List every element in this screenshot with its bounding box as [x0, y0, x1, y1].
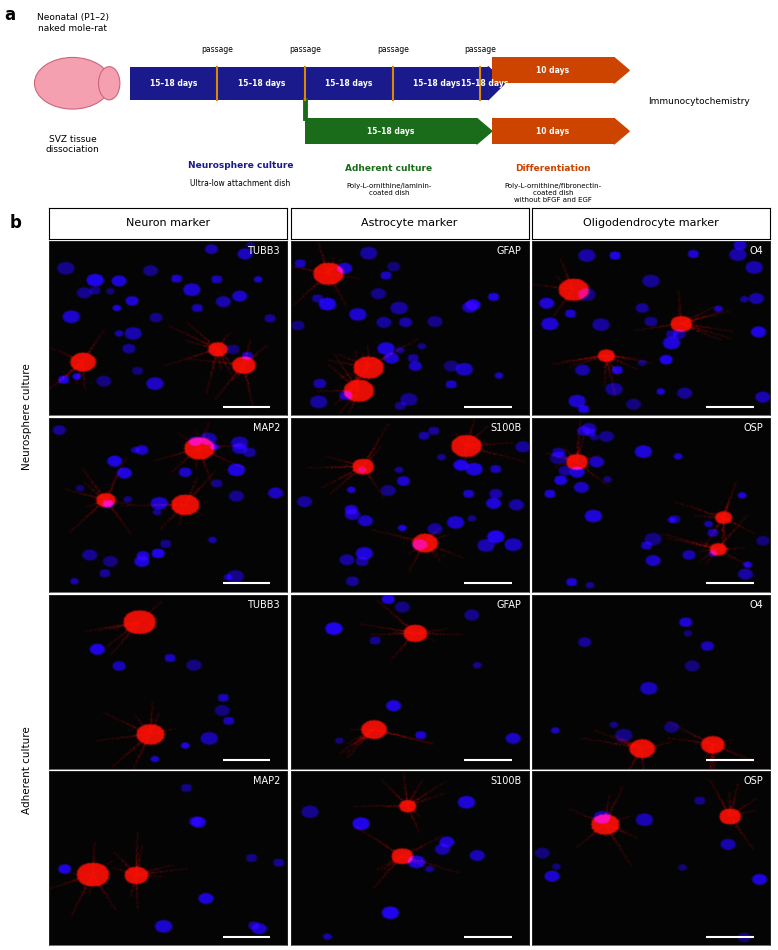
Text: Adherent culture: Adherent culture [345, 164, 433, 174]
Text: passage: passage [464, 45, 496, 54]
Text: Poly-L-ornithine/fibronectin-
coated dish
without bFGF and EGF: Poly-L-ornithine/fibronectin- coated dis… [504, 182, 601, 202]
Polygon shape [614, 119, 629, 144]
Text: b: b [9, 214, 22, 232]
Text: Neurosphere culture: Neurosphere culture [22, 363, 32, 470]
Text: S100B: S100B [490, 423, 521, 433]
Text: TUBB3: TUBB3 [247, 246, 280, 256]
Text: O4: O4 [749, 599, 763, 610]
Ellipse shape [34, 57, 110, 109]
Text: Adherent culture: Adherent culture [22, 726, 32, 814]
FancyBboxPatch shape [492, 119, 614, 144]
Text: MAP2: MAP2 [253, 423, 280, 433]
Text: 10 days: 10 days [536, 126, 569, 136]
Text: passage: passage [289, 45, 321, 54]
Text: 15–18 days: 15–18 days [325, 79, 373, 87]
Text: Astrocyte marker: Astrocyte marker [362, 218, 457, 228]
Text: passage: passage [377, 45, 408, 54]
Text: OSP: OSP [743, 423, 763, 433]
Text: Immunocytochemistry: Immunocytochemistry [648, 97, 750, 106]
Text: TUBB3: TUBB3 [247, 599, 280, 610]
Text: SVZ tissue
dissociation: SVZ tissue dissociation [46, 135, 100, 154]
Text: Oligodendrocyte marker: Oligodendrocyte marker [584, 218, 719, 228]
FancyBboxPatch shape [130, 66, 488, 100]
Text: Differentiation: Differentiation [515, 164, 591, 174]
Text: 15–18 days: 15–18 days [237, 79, 285, 87]
Text: 15–18 days: 15–18 days [461, 79, 508, 87]
Text: OSP: OSP [743, 776, 763, 787]
FancyBboxPatch shape [492, 57, 614, 84]
Ellipse shape [99, 66, 120, 100]
Text: O4: O4 [749, 246, 763, 256]
Text: Neonatal (P1–2)
naked mole-rat: Neonatal (P1–2) naked mole-rat [37, 13, 109, 32]
Text: Neuron marker: Neuron marker [126, 218, 210, 228]
Text: MAP2: MAP2 [253, 776, 280, 787]
Text: 15–18 days: 15–18 days [367, 126, 415, 136]
Text: GFAP: GFAP [496, 599, 521, 610]
Text: Poly-L-ornithine/laminin-
coated dish: Poly-L-ornithine/laminin- coated dish [346, 182, 432, 196]
Text: 15–18 days: 15–18 days [150, 79, 198, 87]
Text: 15–18 days: 15–18 days [413, 79, 461, 87]
Text: GFAP: GFAP [496, 246, 521, 256]
Text: S100B: S100B [490, 776, 521, 787]
Text: Ultra-low attachment dish: Ultra-low attachment dish [190, 180, 290, 188]
Text: passage: passage [202, 45, 233, 54]
Text: 10 days: 10 days [536, 66, 569, 75]
Text: Neurosphere culture: Neurosphere culture [187, 161, 293, 170]
Polygon shape [488, 66, 505, 100]
Polygon shape [614, 57, 629, 84]
FancyBboxPatch shape [305, 119, 477, 144]
Text: a: a [4, 6, 15, 24]
Polygon shape [477, 119, 492, 144]
